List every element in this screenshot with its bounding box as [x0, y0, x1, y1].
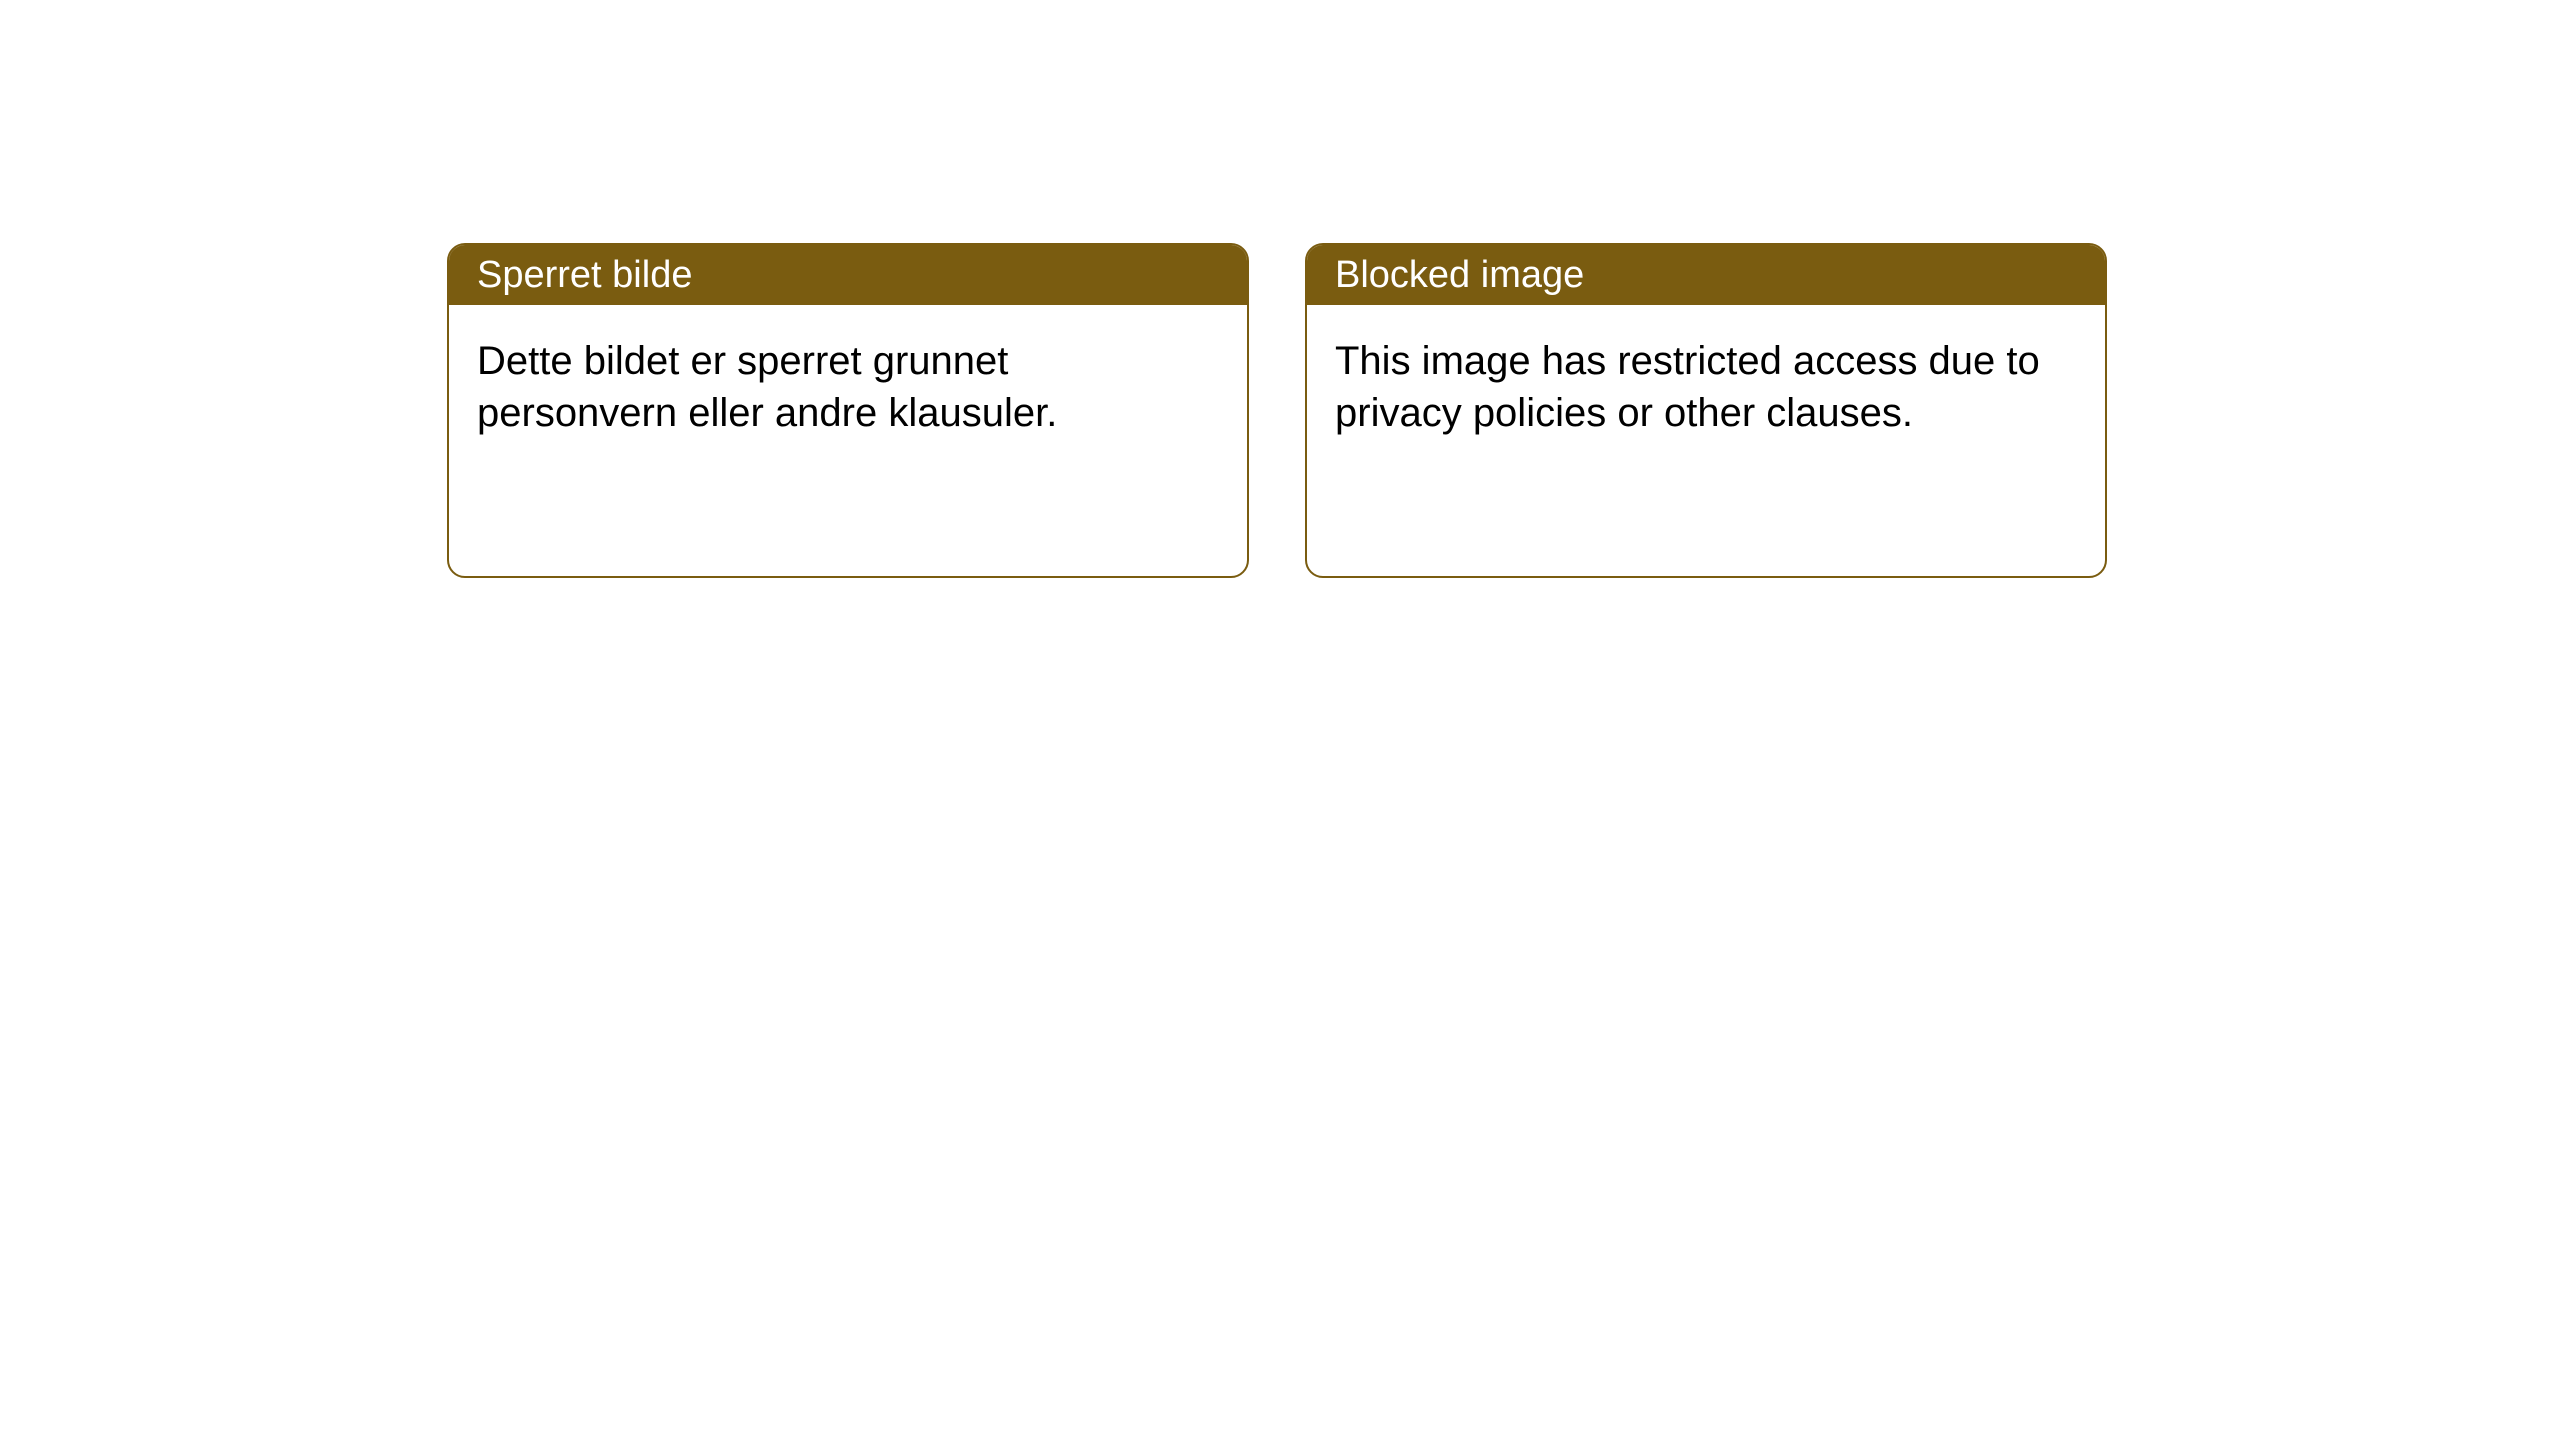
notice-message: This image has restricted access due to … [1335, 339, 2040, 435]
notice-card-norwegian: Sperret bilde Dette bildet er sperret gr… [447, 243, 1249, 578]
notice-header: Sperret bilde [449, 245, 1247, 305]
notice-header: Blocked image [1307, 245, 2105, 305]
notice-body: This image has restricted access due to … [1307, 305, 2105, 469]
notice-title: Sperret bilde [477, 254, 692, 296]
notice-body: Dette bildet er sperret grunnet personve… [449, 305, 1247, 469]
notice-title: Blocked image [1335, 254, 1584, 296]
notice-card-english: Blocked image This image has restricted … [1305, 243, 2107, 578]
notice-message: Dette bildet er sperret grunnet personve… [477, 339, 1057, 435]
notice-container: Sperret bilde Dette bildet er sperret gr… [0, 0, 2560, 578]
